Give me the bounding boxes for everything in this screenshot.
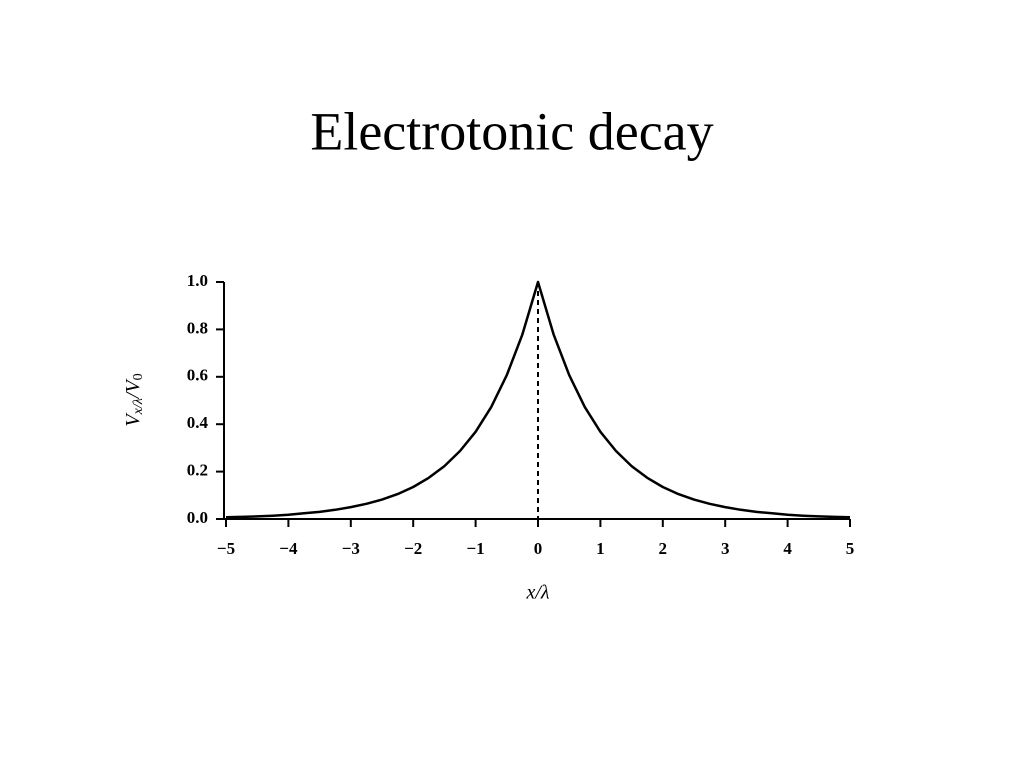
y-axis-label: Vx/λ/V0 xyxy=(122,373,147,426)
y-label-sub: x/λ xyxy=(131,398,146,415)
x-tick-label: −1 xyxy=(467,539,485,558)
y-tick-label: 0.0 xyxy=(187,508,208,527)
y-tick-label: 0.8 xyxy=(187,318,208,337)
data-line xyxy=(225,280,851,519)
x-tick-label: 2 xyxy=(659,539,668,558)
x-tick-label: −2 xyxy=(404,539,422,558)
x-tick-label: 3 xyxy=(721,539,730,558)
x-tick-label: 4 xyxy=(783,539,792,558)
y-tick-label: 0.6 xyxy=(187,366,208,385)
y-tick-label: 0.4 xyxy=(187,413,209,432)
x-tick-label: −3 xyxy=(342,539,360,558)
x-tick-label: −4 xyxy=(279,539,298,558)
y-label-part: /V xyxy=(122,378,144,400)
y-label-sub: 0 xyxy=(131,373,146,380)
x-tick-label: 1 xyxy=(596,539,605,558)
y-label-part: V xyxy=(122,412,144,427)
chart-title: Electrotonic decay xyxy=(310,101,713,161)
x-axis-label: x/λ xyxy=(525,582,549,604)
x-tick-label: 5 xyxy=(846,539,855,558)
y-tick-label: 1.0 xyxy=(187,271,208,290)
x-tick-label: 0 xyxy=(534,539,543,558)
y-tick-label: 0.2 xyxy=(187,461,208,480)
x-tick-label: −5 xyxy=(217,539,235,558)
